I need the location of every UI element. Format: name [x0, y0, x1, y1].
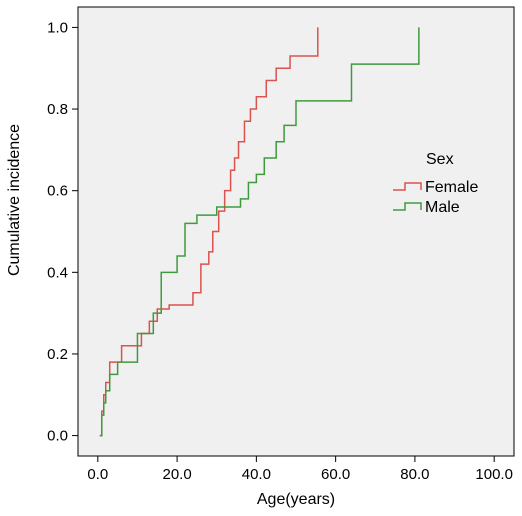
- series-line-male: [99, 27, 420, 437]
- y-axis-label: Cumulative incidence: [6, 124, 23, 276]
- x-axis-label: Age(years): [257, 491, 335, 508]
- x-tick-label: 60.0: [321, 466, 350, 483]
- legend-label-female: Female: [425, 179, 478, 196]
- y-tick-label: 0.4: [47, 264, 68, 281]
- legend-swatch-female: [393, 182, 422, 191]
- y-tick-label: 0.2: [47, 346, 68, 363]
- x-tick-label: 0.0: [87, 466, 108, 483]
- plot-area: [77, 6, 515, 457]
- x-tick-label: 40.0: [242, 466, 271, 483]
- x-tick-label: 80.0: [400, 466, 429, 483]
- x-axis: 0.0 20.0 40.0 60.0 80.0 100.0: [87, 456, 513, 483]
- y-tick-label: 0.0: [47, 428, 68, 445]
- y-tick-label: 0.8: [47, 101, 68, 118]
- legend: Sex Female Male: [393, 151, 478, 216]
- y-tick-label: 1.0: [47, 19, 68, 36]
- y-axis: 0.0 0.2 0.4 0.6 0.8 1.0: [47, 19, 78, 445]
- legend-item-female: Female: [393, 179, 478, 196]
- legend-label-male: Male: [425, 199, 460, 216]
- x-tick-label: 20.0: [162, 466, 191, 483]
- legend-item-male: Male: [393, 199, 460, 216]
- legend-title: Sex: [426, 151, 454, 168]
- legend-swatch-male: [393, 202, 422, 211]
- x-tick-label: 100.0: [475, 466, 513, 483]
- series-layer: [99, 27, 420, 437]
- y-tick-label: 0.6: [47, 183, 68, 200]
